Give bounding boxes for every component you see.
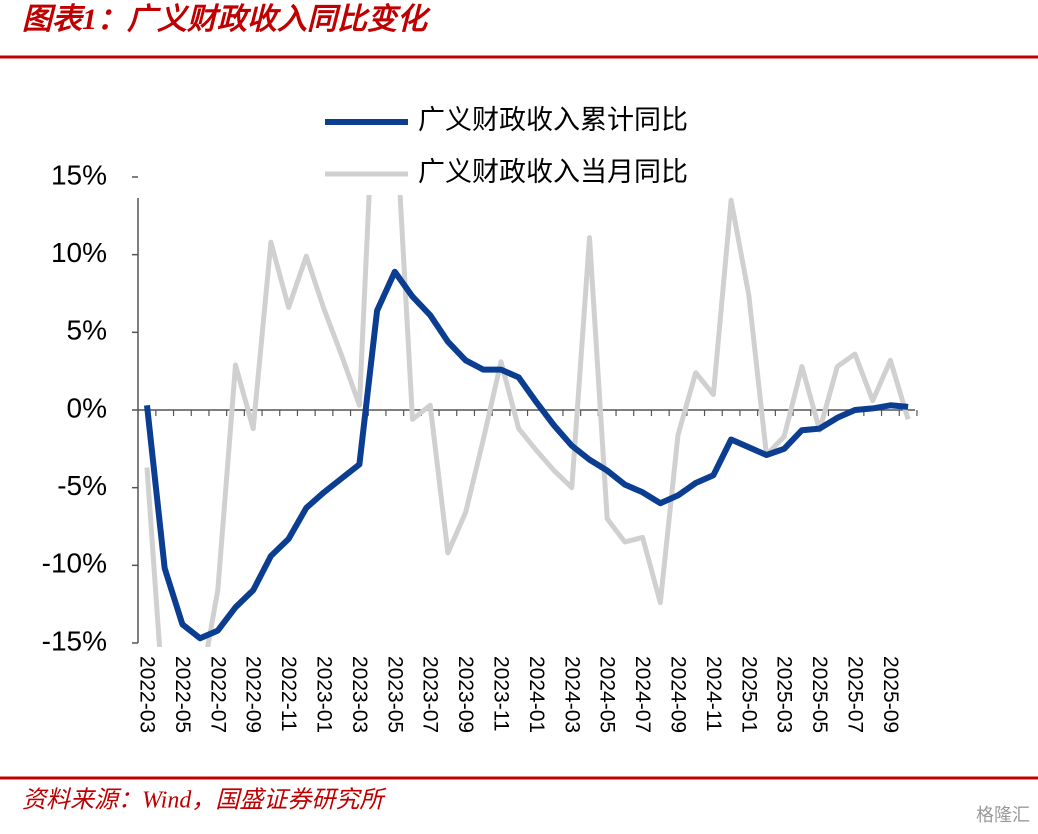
y-tick-label: -10% [42,548,107,579]
x-tick-label: 2023-03 [348,656,371,733]
series-line [144,268,909,642]
x-tick-label: 2024-05 [596,656,619,733]
x-tick-label: 2024-11 [702,656,725,732]
x-tick-label: 2024-09 [666,656,689,733]
chart-title: 图表1：广义财政收入同比变化 [22,2,431,36]
x-tick-label: 2025-01 [737,656,760,733]
x-tick-label: 2024-03 [560,656,583,733]
x-tick-label: 2024-07 [631,656,654,733]
x-tick-label: 2023-05 [383,656,406,733]
plot-area [144,195,911,647]
y-tick-label: -15% [42,625,107,656]
legend-label: 广义财政收入累计同比 [418,105,688,135]
x-tick-label: 2022-03 [135,656,158,733]
x-tick-label: 2024-01 [525,656,548,733]
x-tick-label: 2023-01 [312,656,335,733]
source: 资料来源：Wind，国盛证券研究所 [22,787,387,814]
x-tick-label: 2022-09 [242,656,265,733]
y-tick-label: 15% [51,159,107,190]
x-tick-label: 2023-07 [419,656,442,733]
watermark: 格隆汇 [976,805,1030,825]
y-tick-label: 0% [67,392,107,423]
x-tick-label: 2023-09 [454,656,477,733]
legend-label: 广义财政收入当月同比 [418,157,688,187]
y-tick-label: 10% [51,237,107,268]
y-tick-label: 5% [67,315,107,346]
y-tick-label: -5% [57,470,107,501]
x-tick-label: 2025-03 [773,656,796,733]
x-tick-label: 2022-07 [206,656,229,733]
x-tick-label: 2023-11 [489,656,512,732]
x-tick-label: 2022-11 [277,656,300,732]
x-tick-label: 2025-05 [808,656,831,733]
series-line [144,195,911,647]
x-tick-label: 2025-09 [879,656,902,733]
x-tick-label: 2025-07 [843,656,866,733]
x-tick-label: 2022-05 [171,656,194,733]
